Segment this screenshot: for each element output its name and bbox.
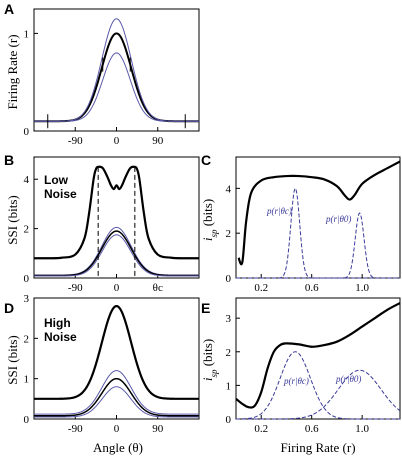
tuning-curve-lower	[34, 52, 199, 122]
plot-frame-a	[33, 8, 200, 132]
panel-a-plot: -90 0 90 0 1	[24, 8, 200, 147]
panel-letter-c: C	[201, 152, 211, 168]
x-tick-label-a-1: 0	[114, 135, 120, 147]
tuning-curve-mean	[34, 32, 199, 123]
low-noise-label-line2: Noise	[44, 187, 77, 201]
panel-b-plot: -90 0 θc 0 2 4	[24, 156, 200, 294]
ssi-low-noise-curve	[33, 165, 200, 260]
panel-d-plot: -90 0 90 0 1 2 3	[24, 293, 200, 435]
x-tick-label-e-2: 1.0	[355, 423, 369, 435]
pdf-label-c-theta0: p(r|θ0)	[325, 214, 351, 224]
y-tick-label-b-1: 2	[24, 224, 30, 236]
y-tick-label-c-0: 0	[226, 273, 232, 285]
plot-frame-e	[235, 297, 401, 420]
y-tick-label-c-2: 4	[226, 183, 232, 195]
xlabel-d: Angle (θ)	[93, 440, 143, 455]
x-tick-label-b-0: -90	[68, 282, 83, 294]
ssi-lower-curve-2	[34, 234, 199, 277]
pdf-curve-e-1	[236, 369, 401, 420]
ssi-high-noise-curve	[34, 304, 199, 400]
low-noise-label-line1: Low	[44, 173, 69, 187]
xlabel-e: Firing Rate (r)	[280, 440, 355, 455]
ylabel-b: SSI (bits)	[5, 195, 20, 244]
pdf-label-e-thetac: p(r|θc)	[283, 376, 309, 386]
x-tick-label-e-1: 0.6	[305, 423, 319, 435]
y-tick-label-e-3: 3	[226, 313, 232, 325]
panel-letter-d: D	[4, 300, 14, 316]
x-tick-label-c-1: 0.6	[305, 282, 319, 294]
x-tick-label-e-0: 0.2	[254, 423, 268, 435]
isp-curve-e	[235, 302, 401, 409]
y-tick-label-c-1: 2	[226, 228, 232, 240]
ssi-lower-curve-d-1	[34, 377, 199, 417]
ssi-lower-curve-1	[34, 230, 199, 277]
panel-letter-e: E	[201, 300, 210, 316]
panel-e-plot: 0.2 0.6 1.0 0 1 2 3	[226, 297, 401, 435]
x-tick-label-a-2: 90	[152, 135, 164, 147]
x-tick-label-b-1: 0	[114, 282, 120, 294]
ylabel-a: Firing Rate (r)	[5, 34, 20, 109]
ssi-lower-curve-d-0	[34, 370, 199, 415]
x-tick-label-c-2: 1.0	[355, 282, 369, 294]
y-tick-label-a-0: 0	[24, 126, 30, 138]
x-tick-label-d-0: -90	[68, 423, 83, 435]
x-tick-label-c-0: 0.2	[254, 282, 268, 294]
isp-curve-c	[237, 160, 401, 266]
y-tick-label-e-0: 0	[226, 414, 232, 426]
y-tick-label-a-1: 1	[24, 28, 30, 40]
x-tick-label-a-0: -90	[68, 135, 83, 147]
y-tick-label-b-2: 4	[24, 174, 30, 186]
high-noise-label-line2: Noise	[44, 330, 77, 344]
ylabel-e: isp (bits)	[200, 339, 219, 381]
pdf-curve-e-0	[235, 351, 400, 420]
pdf-curve-c-1	[236, 212, 400, 279]
panel-c-plot: 0.2 0.6 1.0 0 2 4	[226, 156, 401, 294]
pdf-label-c-thetac: p(r|θc)	[266, 206, 292, 216]
y-tick-label-d-3: 3	[24, 293, 30, 305]
panel-letter-a: A	[4, 1, 14, 17]
y-tick-label-d-0: 0	[24, 414, 30, 426]
y-tick-label-d-2: 2	[24, 333, 30, 345]
panel-letter-b: B	[4, 152, 14, 168]
x-tick-label-d-2: 90	[152, 423, 164, 435]
ylabel-c: isp (bits)	[200, 199, 219, 241]
y-tick-label-d-1: 1	[24, 374, 30, 386]
y-tick-label-e-2: 2	[226, 347, 232, 359]
x-tick-label-b-2: θc	[153, 282, 163, 294]
ssi-lower-curve-d-2	[34, 386, 199, 418]
x-tick-label-d-1: 0	[114, 423, 120, 435]
high-noise-label-line1: High	[44, 316, 71, 330]
ylabel-d: SSI (bits)	[5, 335, 20, 384]
pdf-curve-c-0	[236, 187, 400, 279]
y-tick-label-b-0: 0	[24, 273, 30, 285]
pdf-label-e-theta0: p(r|θ0)	[335, 374, 361, 384]
y-tick-label-e-1: 1	[226, 380, 232, 392]
